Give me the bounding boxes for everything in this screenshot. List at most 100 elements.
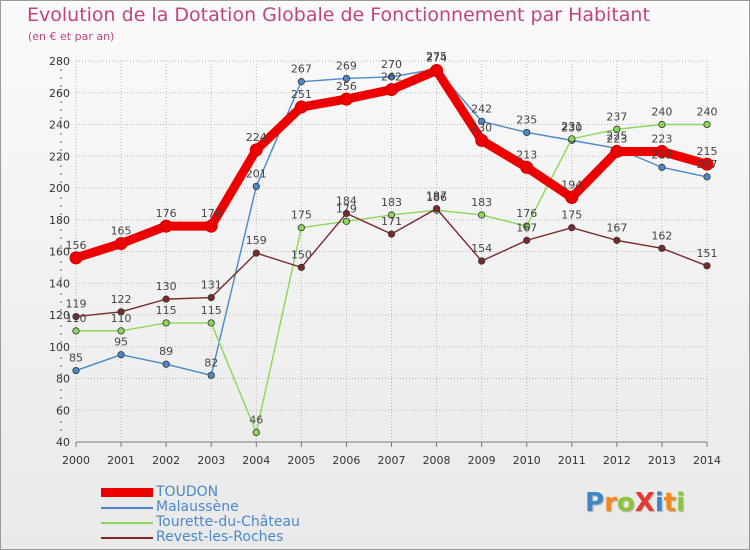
data-label: 187 bbox=[426, 190, 447, 203]
data-label: 223 bbox=[606, 132, 627, 145]
x-tick-label: 2008 bbox=[423, 454, 451, 467]
logo-letter: r bbox=[604, 488, 617, 518]
data-label: 256 bbox=[336, 80, 357, 93]
data-point bbox=[387, 211, 396, 219]
proxiti-logo: ProXiti bbox=[585, 488, 685, 518]
data-label: 176 bbox=[516, 207, 537, 220]
x-tick-label: 2005 bbox=[287, 454, 315, 467]
data-point bbox=[523, 236, 531, 244]
data-label: 213 bbox=[516, 148, 537, 161]
y-tick-label: 100 bbox=[49, 341, 70, 354]
data-point bbox=[114, 237, 128, 251]
data-label: 179 bbox=[336, 202, 357, 215]
data-label: 167 bbox=[606, 221, 627, 234]
data-point bbox=[565, 191, 579, 205]
data-point bbox=[117, 327, 125, 335]
legend-label: TOUDON bbox=[156, 484, 219, 500]
data-point bbox=[610, 144, 624, 158]
data-label: 150 bbox=[291, 248, 312, 261]
data-point bbox=[387, 230, 396, 238]
y-tick-label: 120 bbox=[49, 309, 70, 322]
legend-swatch bbox=[101, 488, 153, 497]
data-label: 175 bbox=[561, 209, 582, 222]
data-label: 194 bbox=[561, 179, 582, 192]
data-point bbox=[162, 319, 170, 327]
logo-letter: i bbox=[654, 488, 664, 518]
x-tick-label: 2004 bbox=[242, 454, 270, 467]
data-point bbox=[523, 222, 531, 230]
x-tick-label: 2011 bbox=[558, 454, 586, 467]
x-tick-label: 2002 bbox=[152, 454, 180, 467]
x-tick-label: 2013 bbox=[648, 454, 676, 467]
data-point bbox=[252, 249, 260, 257]
y-tick-label: 60 bbox=[56, 404, 70, 417]
chart-title: Evolution de la Dotation Globale de Fonc… bbox=[27, 4, 650, 26]
data-point bbox=[700, 157, 714, 171]
logo-letter: o bbox=[616, 488, 635, 518]
data-point bbox=[655, 144, 669, 158]
data-point bbox=[342, 217, 351, 225]
data-point bbox=[430, 64, 444, 78]
data-label: 213 bbox=[651, 148, 672, 161]
legend-label: Malaussène bbox=[156, 499, 239, 515]
data-point bbox=[162, 295, 170, 303]
series-line-tourette-du-ch-teau bbox=[75, 123, 708, 434]
legend-item: TOUDON bbox=[101, 485, 300, 500]
data-label: 235 bbox=[516, 113, 537, 126]
data-point bbox=[568, 135, 576, 143]
y-tick-label: 180 bbox=[49, 214, 70, 227]
data-point bbox=[117, 308, 125, 316]
data-point bbox=[159, 219, 173, 233]
data-label: 267 bbox=[291, 63, 312, 76]
legend-label: Revest-les-Roches bbox=[156, 529, 284, 545]
data-point bbox=[658, 120, 666, 129]
y-tick-label: 80 bbox=[56, 373, 70, 386]
data-label: 274 bbox=[426, 52, 447, 65]
data-label: 130 bbox=[156, 280, 177, 293]
data-point bbox=[432, 205, 441, 213]
data-label: 231 bbox=[561, 120, 582, 133]
data-label: 154 bbox=[471, 242, 492, 255]
y-tick-label: 200 bbox=[49, 182, 70, 195]
data-point bbox=[252, 182, 260, 191]
data-label: 251 bbox=[291, 88, 312, 101]
data-point bbox=[339, 92, 353, 106]
logo-letter: t bbox=[663, 488, 677, 518]
x-tick-label: 2000 bbox=[62, 454, 90, 467]
data-label: 122 bbox=[111, 293, 132, 306]
data-point bbox=[478, 257, 486, 265]
legend-swatch bbox=[101, 536, 153, 539]
data-point bbox=[703, 262, 711, 270]
data-label: 183 bbox=[381, 196, 402, 209]
data-label: 223 bbox=[651, 132, 672, 145]
data-point bbox=[342, 209, 351, 217]
data-point bbox=[294, 100, 308, 114]
data-label: 262 bbox=[381, 71, 402, 84]
data-point bbox=[478, 211, 486, 219]
data-label: 156 bbox=[66, 239, 87, 252]
data-label: 224 bbox=[246, 131, 267, 144]
data-point bbox=[252, 428, 260, 437]
data-label: 82 bbox=[204, 356, 218, 369]
data-point bbox=[523, 128, 531, 137]
data-point bbox=[207, 319, 215, 327]
logo-letter: i bbox=[676, 488, 686, 518]
data-label: 95 bbox=[114, 336, 128, 349]
x-tick-label: 2009 bbox=[468, 454, 496, 467]
data-label: 176 bbox=[201, 207, 222, 220]
data-point bbox=[72, 327, 80, 335]
data-label: 171 bbox=[381, 215, 402, 228]
data-point bbox=[69, 251, 83, 265]
data-point bbox=[385, 83, 398, 97]
logo-letter: P bbox=[585, 488, 605, 518]
x-tick-label: 2003 bbox=[197, 454, 225, 467]
data-label: 242 bbox=[471, 102, 492, 115]
data-label: 275 bbox=[426, 50, 447, 63]
data-label: 176 bbox=[156, 207, 177, 220]
y-tick-label: 240 bbox=[49, 119, 70, 132]
chart-legend: TOUDON Malaussène Tourette-du-Château Reves… bbox=[101, 485, 300, 545]
data-label: 215 bbox=[697, 145, 718, 158]
legend-item: Tourette-du-Château bbox=[101, 515, 300, 530]
data-label: 175 bbox=[291, 209, 312, 222]
